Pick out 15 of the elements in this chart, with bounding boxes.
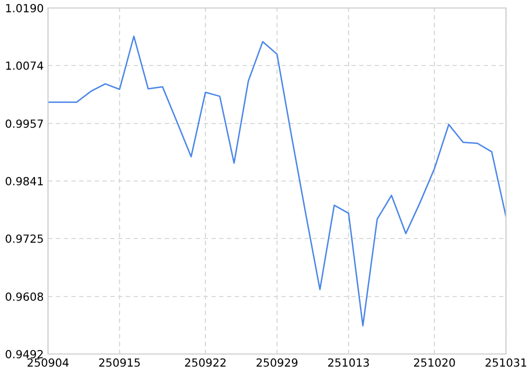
x-tick-label: 250922	[185, 358, 226, 367]
y-tick-label: 1.0074	[6, 61, 44, 70]
x-tick-label: 251020	[414, 358, 455, 367]
y-tick-label: 1.0190	[6, 4, 44, 12]
y-tick-label: 0.9492	[6, 350, 43, 358]
line-series	[48, 36, 506, 326]
x-tick-label: 250915	[99, 358, 140, 367]
y-tick-label: 0.9957	[6, 119, 43, 128]
x-tick-label: 250904	[28, 358, 69, 367]
x-tick-label: 250929	[256, 358, 298, 367]
y-tick-label: 0.9841	[6, 176, 43, 186]
y-tick-label: 0.9608	[6, 292, 44, 301]
x-tick-label: 251013	[328, 358, 369, 367]
x-tick-label: 251031	[486, 358, 526, 367]
y-tick-label: 0.9725	[6, 234, 43, 243]
